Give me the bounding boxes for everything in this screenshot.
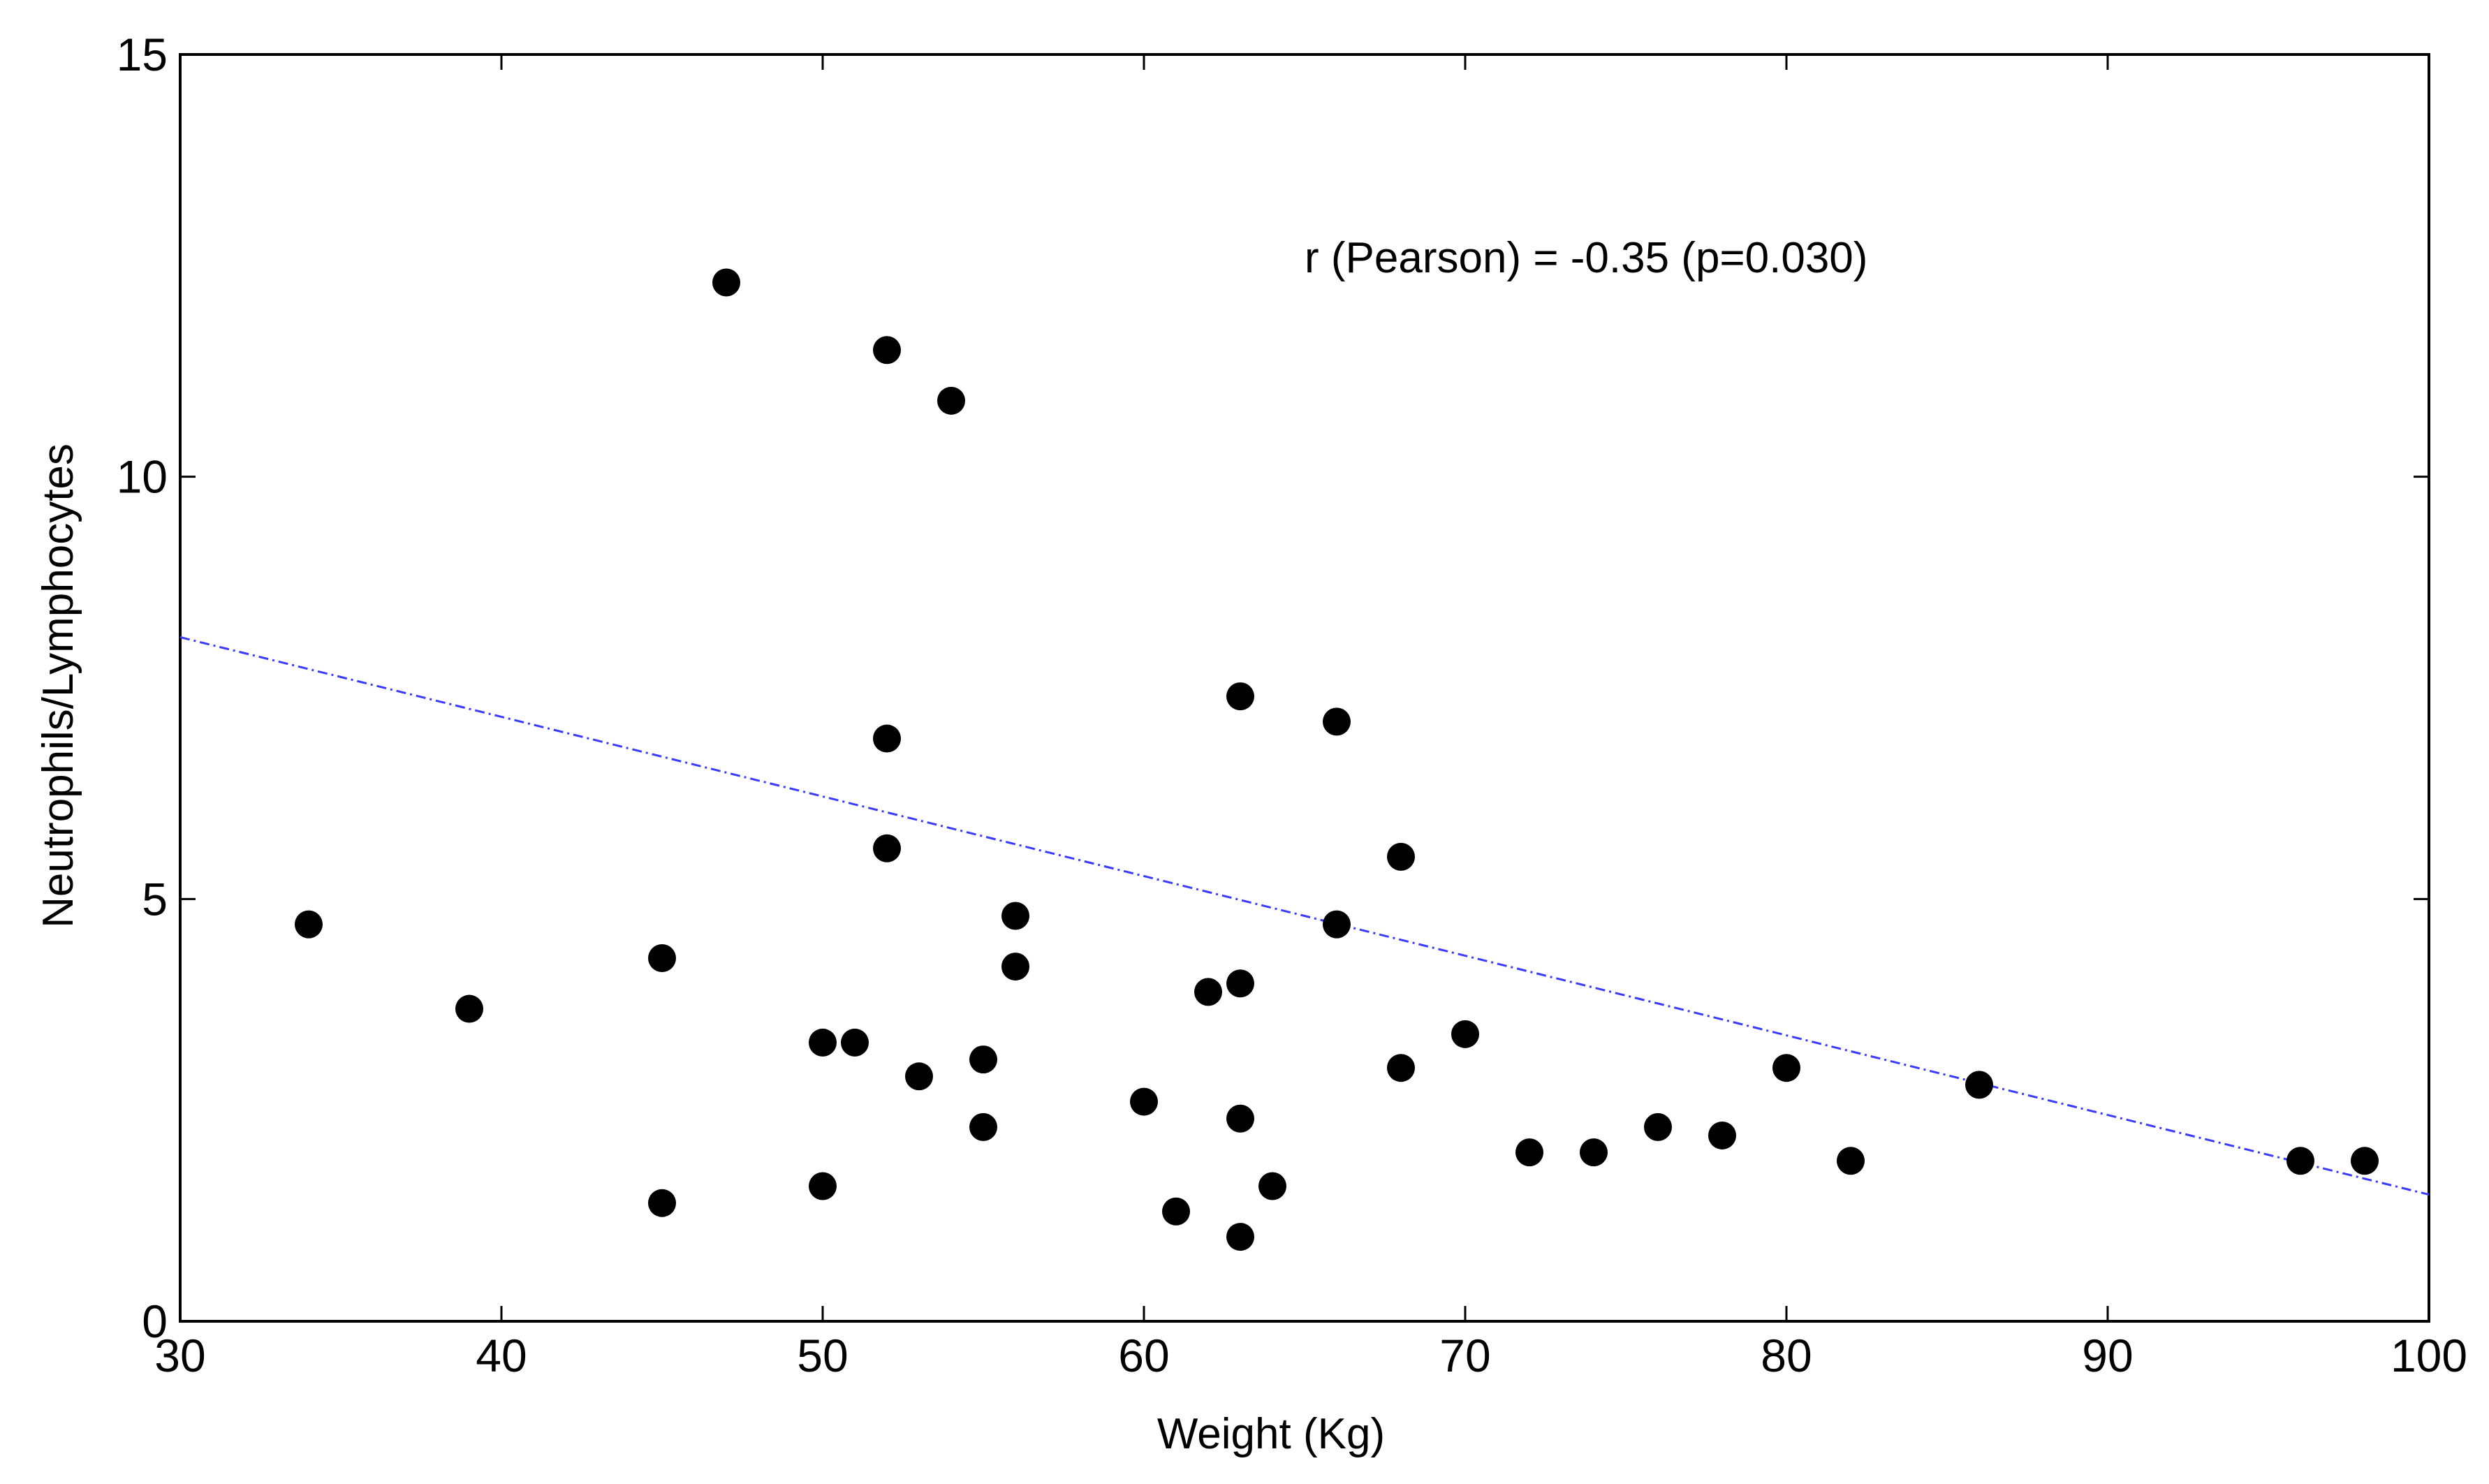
- data-point: [648, 1189, 676, 1217]
- x-tick-label: 90: [2082, 1330, 2133, 1381]
- data-point: [809, 1172, 837, 1200]
- data-point: [648, 943, 676, 972]
- data-point: [1001, 953, 1029, 981]
- data-point: [295, 910, 323, 939]
- data-point: [1162, 1197, 1190, 1226]
- plot-frame: [179, 53, 2430, 1323]
- data-point: [873, 834, 901, 862]
- data-point: [1965, 1071, 1993, 1099]
- pearson-annotation: r (Pearson) = -0.35 (p=0.030): [1305, 234, 1867, 282]
- data-point: [1323, 707, 1351, 736]
- data-point: [1387, 842, 1415, 871]
- data-point: [969, 1112, 997, 1141]
- y-tick-label: 5: [142, 873, 168, 925]
- data-point: [841, 1028, 869, 1057]
- data-point: [1194, 978, 1222, 1006]
- data-point: [809, 1028, 837, 1057]
- x-tick-label: 80: [1761, 1330, 1812, 1381]
- axis-ticks: 30 40 50 60 70 80 90 100 0 5 10 15: [117, 29, 2467, 1381]
- data-point: [1226, 1104, 1254, 1133]
- y-axis-label: Neutrophils/Lymphocytes: [34, 443, 82, 928]
- data-point: [2286, 1147, 2314, 1175]
- data-points: [295, 268, 2379, 1251]
- x-tick-label: 30: [154, 1330, 205, 1381]
- data-point: [1837, 1147, 1865, 1175]
- plot-area-border: [179, 53, 2430, 1323]
- data-point: [1644, 1112, 1672, 1141]
- data-point: [937, 386, 965, 415]
- data-point: [905, 1062, 933, 1091]
- trendline-layer: [179, 636, 2430, 1196]
- data-point: [1387, 1054, 1415, 1082]
- trend-line: [179, 636, 2430, 1196]
- data-point: [1258, 1172, 1286, 1200]
- y-tick-label: 15: [117, 29, 168, 80]
- x-tick-label: 100: [2391, 1330, 2467, 1381]
- y-tick-label: 10: [117, 451, 168, 503]
- data-point: [1772, 1054, 1800, 1082]
- data-point: [1226, 682, 1254, 711]
- data-point: [1323, 910, 1351, 939]
- data-point: [969, 1045, 997, 1074]
- x-tick-label: 70: [1439, 1330, 1490, 1381]
- data-point: [712, 268, 740, 297]
- data-point: [1515, 1138, 1543, 1167]
- data-point: [1580, 1138, 1608, 1167]
- x-axis-label: Weight (Kg): [1157, 1410, 1385, 1458]
- y-tick-label: 0: [142, 1295, 168, 1347]
- data-point: [1001, 902, 1029, 930]
- data-point: [873, 724, 901, 753]
- data-point: [1226, 1223, 1254, 1251]
- data-point: [873, 336, 901, 365]
- data-point: [2351, 1147, 2379, 1175]
- data-point: [1451, 1020, 1479, 1048]
- data-point: [455, 994, 483, 1023]
- data-point: [1130, 1087, 1158, 1116]
- x-tick-label: 50: [797, 1330, 848, 1381]
- x-tick-label: 40: [476, 1330, 527, 1381]
- data-point: [1708, 1121, 1736, 1149]
- data-point: [1226, 969, 1254, 998]
- x-tick-label: 60: [1118, 1330, 1169, 1381]
